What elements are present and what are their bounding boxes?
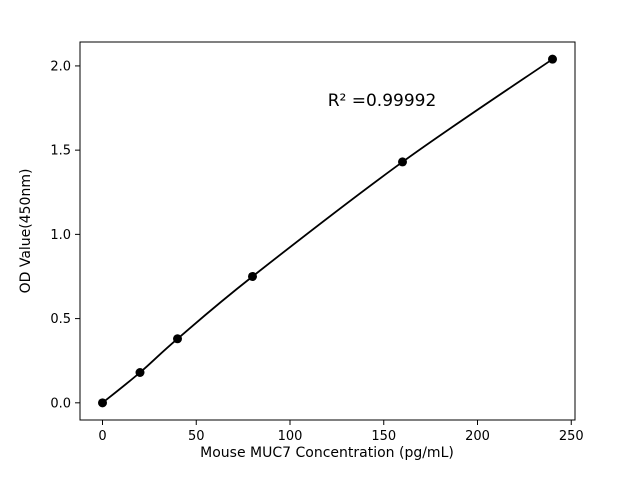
y-tick-label: 2.0 bbox=[50, 59, 71, 74]
data-point-marker bbox=[98, 398, 107, 408]
data-point-marker bbox=[398, 157, 407, 167]
y-tick-label: 0.5 bbox=[50, 312, 71, 327]
x-tick-label: 100 bbox=[278, 429, 303, 444]
x-tick-label: 50 bbox=[188, 429, 205, 444]
data-point-marker bbox=[548, 54, 557, 64]
y-tick-label: 0.0 bbox=[50, 396, 71, 411]
data-point-marker bbox=[135, 367, 145, 377]
r-squared-annotation: R² =0.99992 bbox=[328, 91, 437, 111]
x-axis-label: Mouse MUC7 Concentration (pg/mL) bbox=[200, 445, 454, 461]
y-tick-label: 1.5 bbox=[50, 144, 71, 159]
y-axis-label: OD Value(450nm) bbox=[18, 169, 34, 294]
x-tick-label: 0 bbox=[98, 429, 106, 444]
x-tick-label: 250 bbox=[559, 429, 584, 444]
chart-layer: 0 50 100 150 200 250 0.0 0.5 1.0 1.5 2.0 bbox=[50, 41, 584, 444]
plot-spines bbox=[79, 41, 576, 421]
y-tick-label: 1.0 bbox=[50, 228, 71, 243]
data-point-marker bbox=[173, 334, 182, 344]
data-point-marker bbox=[248, 271, 257, 281]
x-tick-label: 150 bbox=[371, 429, 396, 444]
x-tick-label: 200 bbox=[465, 429, 490, 444]
